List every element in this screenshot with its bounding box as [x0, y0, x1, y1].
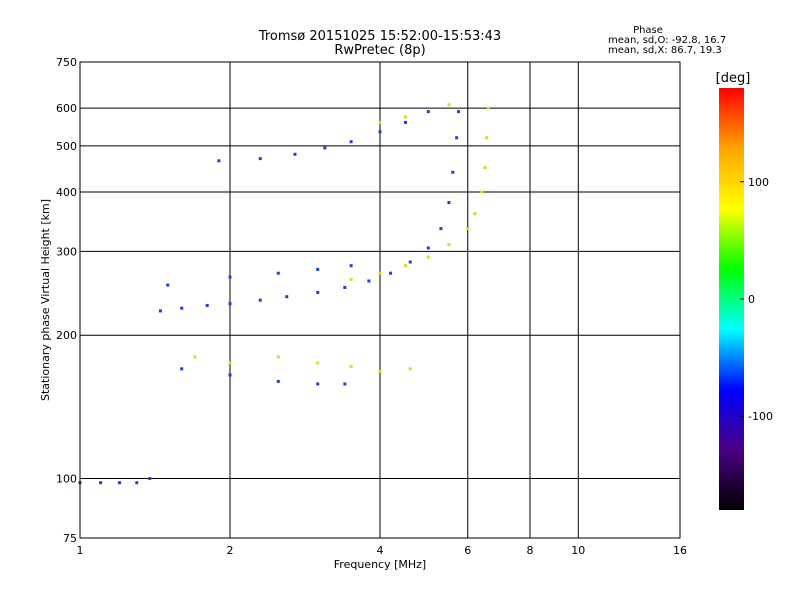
- data-point: [228, 302, 232, 306]
- data-point: [228, 373, 232, 377]
- data-point: [166, 283, 170, 287]
- x-tick-label: 2: [227, 544, 234, 557]
- x-tick-label: 1: [77, 544, 84, 557]
- data-point: [426, 255, 430, 259]
- data-point: [349, 264, 353, 268]
- colorbar-tick-label: 100: [748, 176, 769, 189]
- data-point: [316, 361, 320, 365]
- data-point: [117, 481, 121, 485]
- data-point: [99, 481, 103, 485]
- x-tick-label: 4: [377, 544, 384, 557]
- data-point: [451, 170, 455, 174]
- data-point: [408, 367, 412, 371]
- data-point: [316, 290, 320, 294]
- y-tick-label: 200: [56, 329, 77, 342]
- phase-stats-header: Phase: [633, 25, 663, 36]
- data-point: [316, 267, 320, 271]
- data-point: [285, 295, 289, 299]
- data-point: [276, 355, 280, 359]
- data-point: [135, 481, 139, 485]
- colorbar-ticks: 100 0 -100: [740, 176, 773, 423]
- colorbar: [719, 88, 744, 510]
- data-point: [483, 166, 487, 170]
- y-tick-label: 750: [56, 56, 77, 69]
- data-point: [228, 361, 232, 365]
- data-point: [389, 271, 393, 275]
- data-point: [486, 106, 490, 110]
- data-point: [403, 264, 407, 268]
- data-point: [180, 306, 184, 310]
- data-point: [148, 477, 152, 481]
- y-tick-label: 100: [56, 473, 77, 486]
- colorbar-tick-label: -100: [748, 410, 773, 423]
- x-tick-label: 8: [527, 544, 534, 557]
- data-point: [426, 110, 430, 114]
- data-point: [378, 271, 382, 275]
- data-point: [378, 130, 382, 134]
- y-tick-label: 300: [56, 245, 77, 258]
- data-point: [193, 355, 197, 359]
- x-tick-labels: 1 2 4 6 8 10 16: [77, 544, 688, 557]
- data-point: [457, 110, 461, 114]
- data-point: [276, 271, 280, 275]
- chart-title: Tromsø 20151025 15:52:00-15:53:43: [258, 29, 501, 44]
- data-point: [293, 152, 297, 156]
- x-tick-label: 10: [571, 544, 585, 557]
- data-point: [349, 140, 353, 144]
- data-point: [180, 367, 184, 371]
- data-point: [447, 201, 451, 205]
- data-point: [343, 285, 347, 289]
- data-point: [276, 379, 280, 383]
- data-point: [316, 382, 320, 386]
- x-axis-label: Frequency [MHz]: [334, 558, 426, 571]
- data-point: [323, 146, 327, 150]
- data-point: [349, 364, 353, 368]
- y-axis-label: Stationary phase Virtual Height [km]: [39, 199, 52, 401]
- data-point: [439, 227, 443, 231]
- data-point: [403, 120, 407, 124]
- y-tick-label: 500: [56, 140, 77, 153]
- data-point: [473, 212, 477, 216]
- data-point: [217, 159, 221, 163]
- colorbar-label: [deg]: [716, 71, 751, 86]
- y-tick-label: 600: [56, 102, 77, 115]
- data-point: [485, 136, 489, 140]
- data-point: [447, 243, 451, 247]
- data-point: [447, 103, 451, 107]
- data-point: [367, 279, 371, 283]
- chart-subtitle: RwPretec (8p): [334, 43, 425, 58]
- data-point: [228, 275, 232, 279]
- y-tick-labels: 75 100 200 300 400 500 600 750: [56, 56, 77, 545]
- data-point: [466, 227, 470, 231]
- data-point: [480, 190, 484, 194]
- x-tick-label: 6: [464, 544, 471, 557]
- data-point: [158, 309, 162, 313]
- data-point: [426, 246, 430, 250]
- phase-stats-o: mean, sd,O: -92.8, 16.7: [608, 35, 726, 46]
- data-point: [258, 157, 262, 161]
- data-point: [349, 277, 353, 281]
- data-point: [403, 115, 407, 119]
- plot-area: 1 2 4 6 8 10 16 75 100 200 300 400 500 600 750: [56, 56, 687, 557]
- data-points: [78, 103, 490, 485]
- y-tick-label: 75: [63, 532, 77, 545]
- data-point: [408, 260, 412, 264]
- y-tick-label: 400: [56, 186, 77, 199]
- data-point: [455, 136, 459, 140]
- x-tick-label: 16: [673, 544, 687, 557]
- plot-frame: [79, 61, 681, 539]
- data-point: [343, 382, 347, 386]
- data-point: [378, 369, 382, 373]
- data-point: [378, 120, 382, 124]
- colorbar-tick-label: 0: [748, 293, 755, 306]
- phase-stats-x: mean, sd,X: 86.7, 19.3: [608, 45, 722, 56]
- data-point: [205, 303, 209, 307]
- data-point: [258, 298, 262, 302]
